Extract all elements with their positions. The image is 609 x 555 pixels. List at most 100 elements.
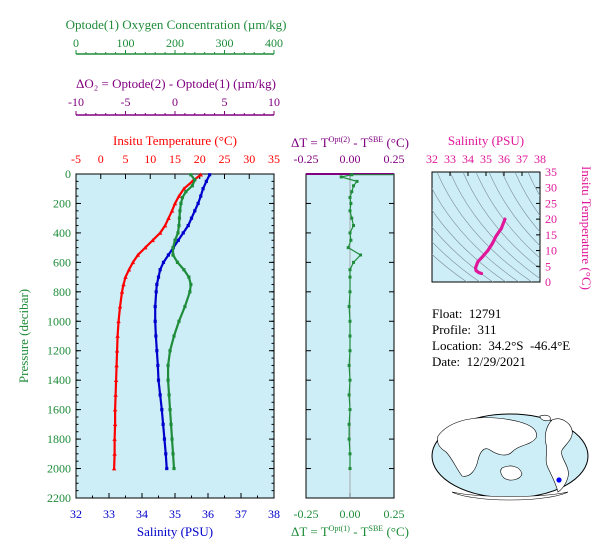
ts-temp-tick-label: 30 — [545, 181, 557, 195]
temperature-tick-label: 10 — [144, 152, 156, 166]
salinity-point — [208, 173, 212, 177]
pressure-tick-label: 400 — [53, 226, 71, 240]
salinity-point — [154, 334, 158, 338]
delta-t-point — [348, 452, 352, 456]
temperature-point — [113, 392, 118, 397]
ts-temp-tick-label: 0 — [545, 275, 551, 289]
temperature-point — [119, 289, 125, 294]
oxygen-point — [193, 178, 197, 182]
delta-t-point — [347, 422, 351, 426]
salinity-tick-label: 33 — [103, 507, 115, 521]
ts-salinity-tick-label: 32 — [426, 152, 438, 166]
oxygen-tick-label: 300 — [216, 36, 234, 50]
oxygen-point — [176, 231, 180, 235]
oxygen-point — [177, 319, 181, 323]
temperature-point — [112, 422, 118, 427]
ts-point — [481, 255, 484, 259]
ts-temp-tick-label: 20 — [545, 212, 557, 226]
ts-point — [477, 271, 481, 274]
salinity-point — [186, 223, 190, 228]
salinity-point — [199, 194, 203, 198]
salinity-point — [161, 260, 166, 264]
oxygen-tick-label: 200 — [166, 36, 184, 50]
ts-salinity-tick-label: 33 — [444, 152, 456, 166]
pressure-tick-label: 800 — [53, 285, 71, 299]
float-location-marker — [556, 477, 562, 483]
oxygen-point — [184, 190, 188, 194]
salinity-point — [155, 349, 159, 353]
ts-point — [494, 235, 498, 238]
temperature-point — [181, 186, 187, 191]
map-land-australia — [500, 465, 523, 481]
oxygen-tick-label: 0 — [73, 36, 79, 50]
oxygen-tick-label: 400 — [265, 36, 283, 50]
salinity-point — [189, 216, 194, 220]
delta-t-point — [349, 201, 353, 205]
ts-density-contour — [501, 172, 540, 233]
delta-o2-tick-label: -10 — [68, 95, 84, 109]
ts-density-contour — [527, 172, 540, 197]
salinity-point — [158, 268, 162, 272]
ts-point — [497, 231, 500, 234]
ts-density-contour — [432, 187, 520, 282]
temperature-point — [114, 363, 119, 368]
temperature-axis-title: Insitu Temperature (°C) — [113, 133, 237, 148]
map-land-greenland — [539, 414, 551, 422]
oxygen-point — [166, 378, 170, 382]
oxygen-point — [179, 201, 183, 206]
salinity-point — [165, 466, 169, 471]
ts-point — [476, 260, 480, 263]
oxygen-point — [189, 282, 193, 287]
temperature-point — [111, 466, 117, 471]
delta-o2-axis: ΔO₂ = Optode(2) - Optode(1) (µm/kg) -10 -… — [68, 76, 280, 116]
delta-t-point — [348, 268, 352, 272]
pressure-tick-label: 2000 — [47, 462, 71, 476]
delta-t-point — [349, 238, 353, 242]
oxygen-point — [182, 268, 186, 272]
ts-point — [500, 227, 503, 230]
temperature-tick-label: 20 — [194, 152, 206, 166]
delta-t-top-tick-label: -0.25 — [294, 152, 319, 166]
ts-point — [491, 242, 494, 245]
delta-t-point — [347, 437, 351, 441]
oxygen-point — [172, 334, 176, 338]
delta-t-panel: ΔT = TOpt(2) - TSBE (°C) ΔT = TOpt(1) - … — [291, 135, 409, 539]
salinity-tick-label: 38 — [268, 507, 280, 521]
float-id-label: Float: 12791 — [432, 306, 502, 321]
main-profile-panel: Insitu Temperature (°C) Salinity (PSU) P… — [16, 133, 280, 539]
oxygen-axis: Optode(1) Oxygen Concentration (µm/kg) 0… — [66, 17, 286, 55]
oxygen-point — [188, 290, 192, 294]
pressure-tick-label: 1000 — [47, 314, 71, 328]
ts-salinity-title: Salinity (PSU) — [448, 133, 524, 148]
oxygen-point — [170, 437, 174, 441]
pressure-tick-label: 0 — [65, 167, 71, 181]
delta-t-point — [339, 175, 343, 179]
temperature-tick-label: -5 — [71, 152, 81, 166]
pressure-tick-label: 200 — [53, 196, 71, 210]
oxygen-point — [171, 253, 175, 257]
temperature-tick-label: 35 — [268, 152, 280, 166]
salinity-point — [166, 253, 170, 257]
delta-t-point — [350, 190, 354, 194]
salinity-tick-label: 34 — [136, 507, 148, 521]
oxygen-point — [171, 246, 175, 250]
salinity-point — [156, 275, 161, 279]
ts-plot-area — [431, 171, 541, 283]
salinity-point — [181, 231, 185, 235]
temperature-point — [114, 348, 120, 353]
oxygen-point — [187, 275, 191, 279]
ts-density-contour — [449, 172, 540, 279]
delta-t-point — [346, 246, 350, 250]
ts-temp-tick-label: 15 — [545, 228, 557, 242]
delta-t-point — [348, 349, 352, 353]
temperature-point — [112, 436, 117, 441]
delta-t-point — [359, 253, 363, 257]
map-land-africa-eurasia — [437, 417, 537, 477]
delta-t-point — [352, 260, 356, 264]
ts-density-contour — [432, 226, 494, 282]
delta-t-point — [347, 363, 351, 367]
salinity-point — [153, 319, 157, 323]
temperature-point — [176, 193, 182, 198]
delta-t-top-tick-label: 0.00 — [340, 152, 361, 166]
location-label: Location: 34.2°S -46.4°E — [432, 338, 571, 353]
